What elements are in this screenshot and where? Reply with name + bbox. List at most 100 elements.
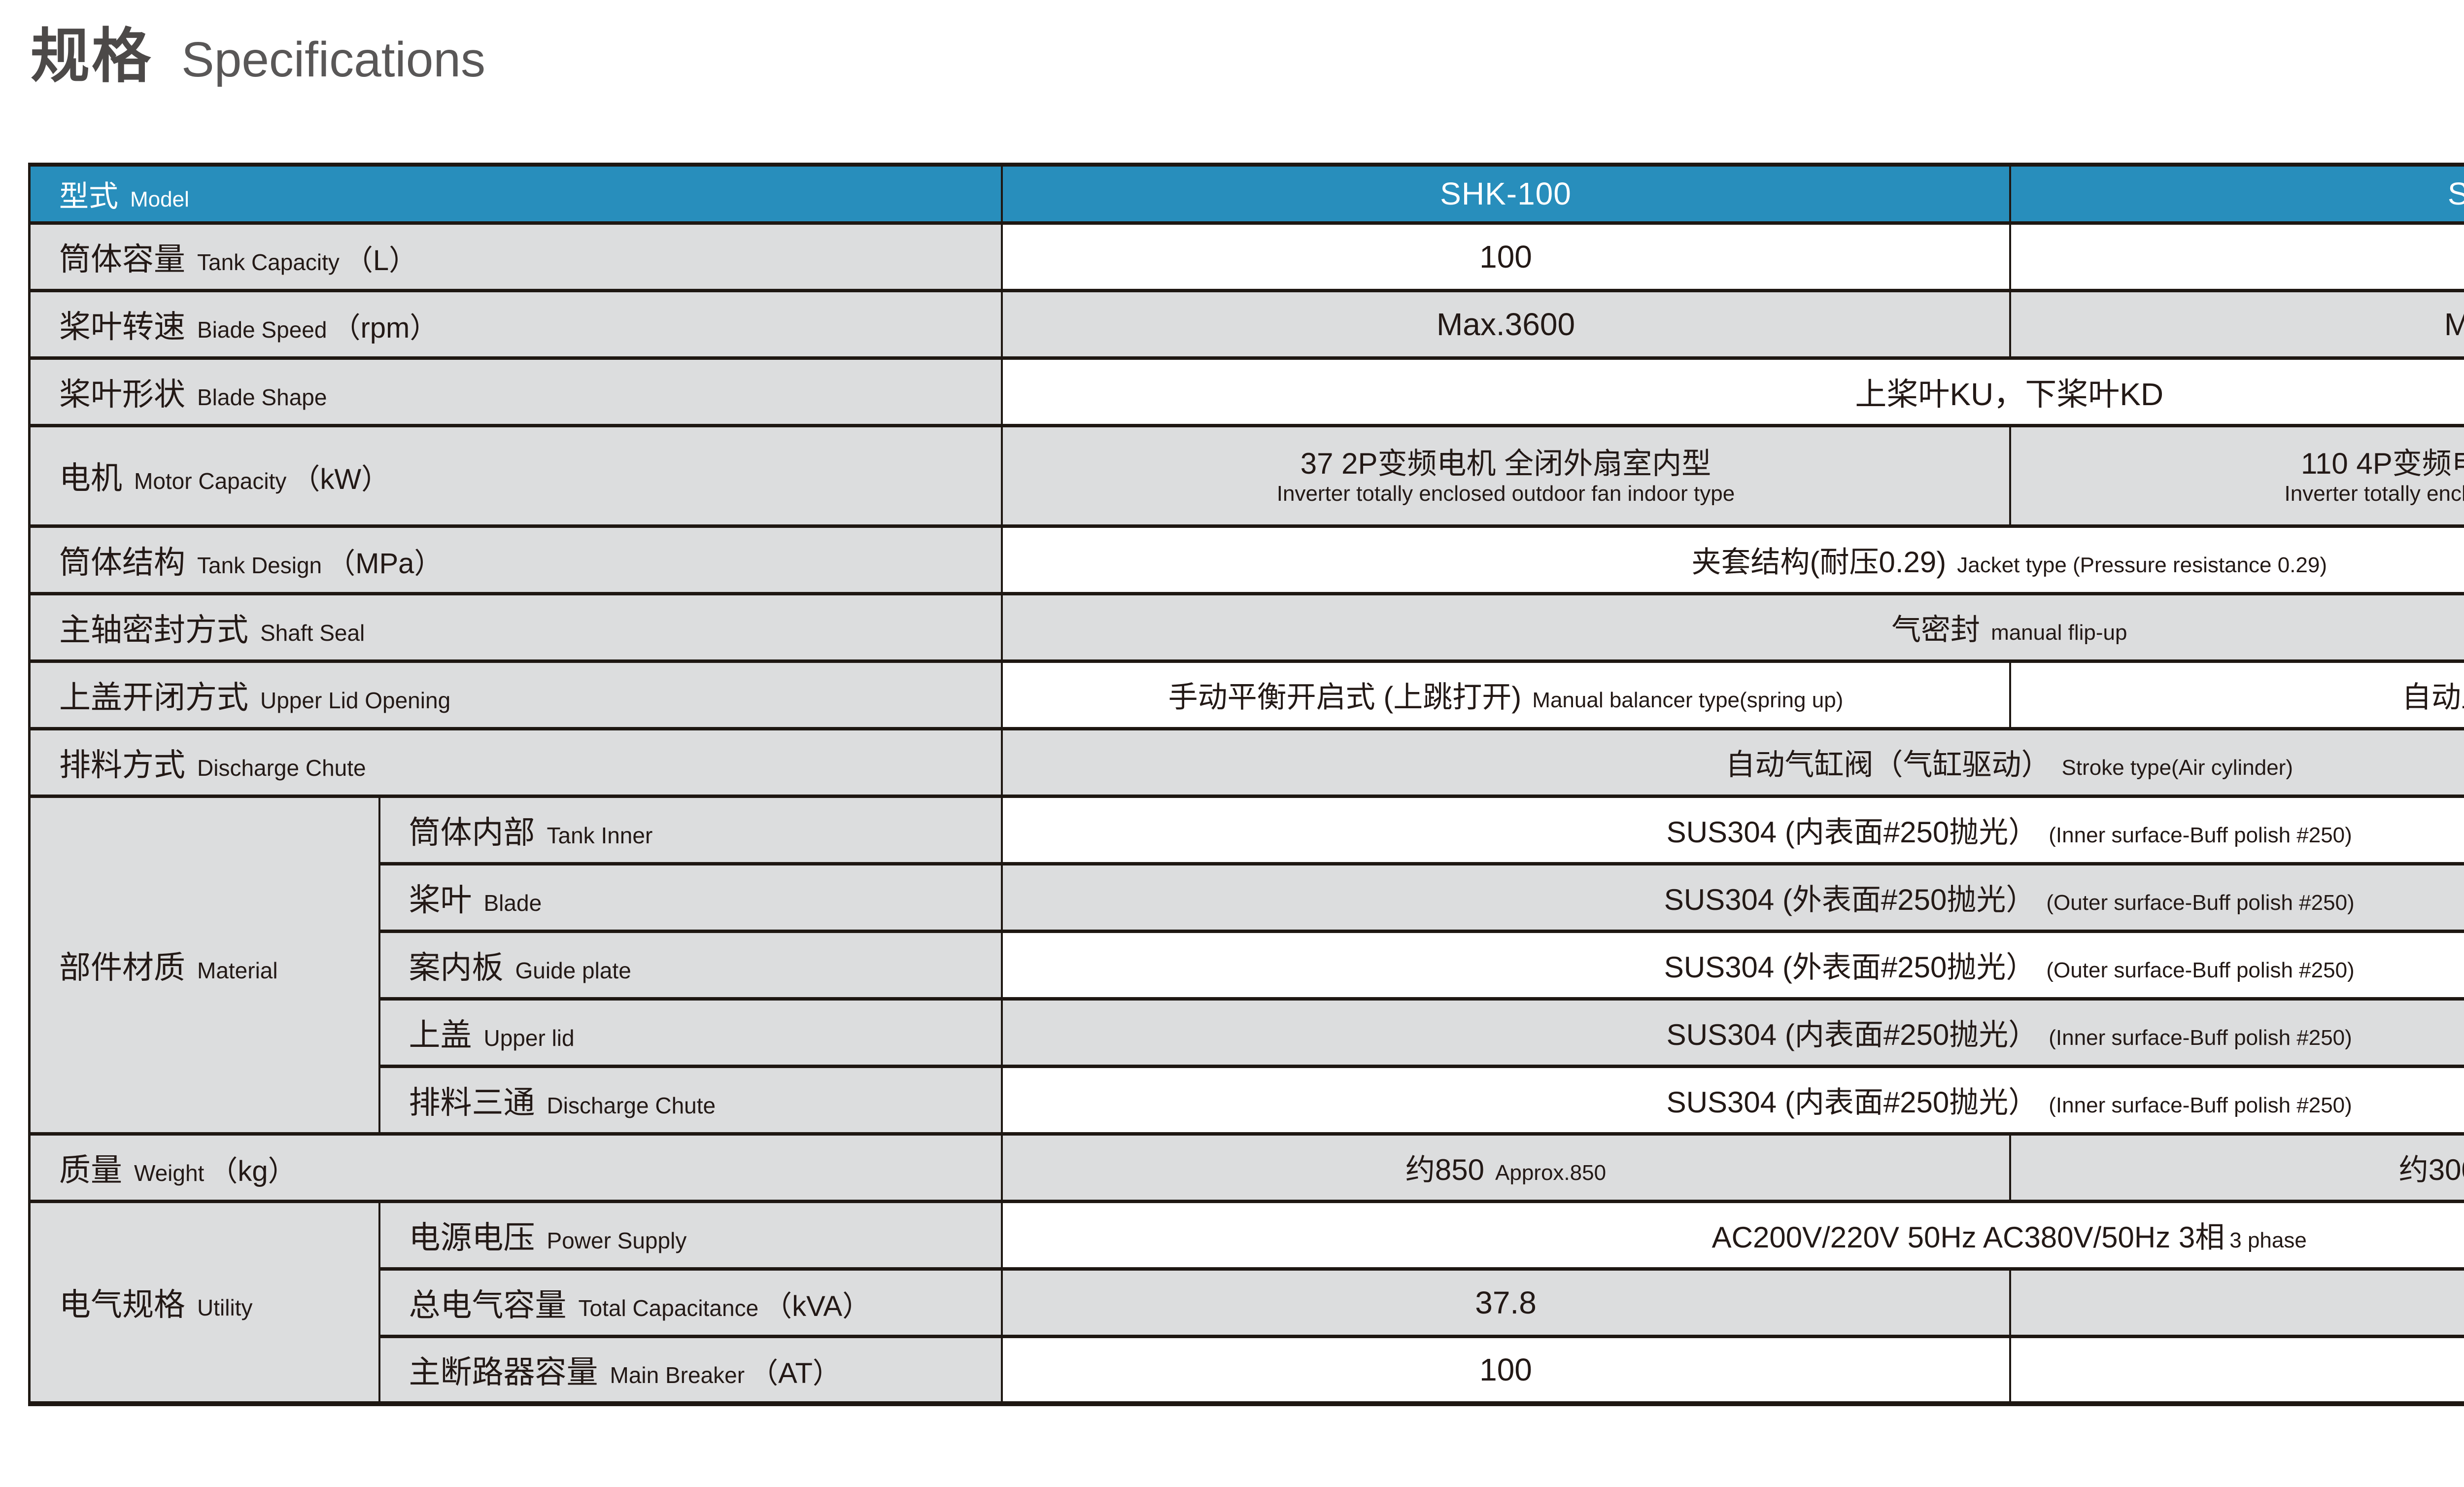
value-cn: 夹套结构(耐压0.29) xyxy=(1691,546,1947,579)
label-unit: （kg） xyxy=(209,1155,297,1187)
value-material-discharge-chute: SUS304 (内表面#250抛光） (Inner surface-Buff po… xyxy=(1000,1064,2464,1136)
row-power-supply: 电气规格 Utility 电源电压 Power Supply AC200V/220V… xyxy=(28,1199,2464,1406)
value-cn: 37 2P变频电机 全闭外扇室内型 xyxy=(1300,447,1711,481)
label-cn: 桨叶 xyxy=(409,882,472,918)
label-tank-capacity: 筒体容量 Tank Capacity （L） xyxy=(28,221,1003,292)
label-tank-inner: 筒体内部 Tank Inner xyxy=(378,794,1003,865)
label-cn: 上盖 xyxy=(409,1017,472,1053)
row-total-capacitance: 总电气容量 Total Capacitance（kVA） 37.8 111 xyxy=(30,1267,2464,1338)
page-title-cn: 规格 xyxy=(31,23,153,89)
label-weight: 质量 Weight （kg） xyxy=(28,1132,1003,1203)
label-en: Shaft Seal xyxy=(260,620,365,646)
value-cn: 约3000 xyxy=(2398,1153,2464,1186)
value-en: 3 phase xyxy=(2229,1228,2307,1252)
label-cn: 电源电压 xyxy=(409,1219,535,1255)
value-motor-shk300: 110 4P变频电机 全闭外扇室内型 Inverter totally encl… xyxy=(2009,423,2464,528)
label-en: Upper lid xyxy=(483,1025,575,1051)
group-en: Utility xyxy=(197,1294,253,1320)
row-material-tank-inner: 部件材质 Material 筒体内部 Tank Inner SUS304 (内表面#… xyxy=(28,794,2464,1136)
label-cn: 排料方式 xyxy=(59,747,185,783)
row-material-upper-lid: 上盖 Upper lid SUS304 (内表面#250抛光） (Inner sur… xyxy=(30,997,2464,1068)
row-upper-lid-opening: 上盖开闭方式 Upper Lid Opening 手动平衡开启式 (上跳打开) Ma… xyxy=(28,659,2464,730)
label-cn: 案内板 xyxy=(409,949,504,985)
value-material-blade: SUS304 (外表面#250抛光） (Outer surface-Buff po… xyxy=(1000,862,2464,933)
label-en: Main Breaker xyxy=(610,1362,745,1388)
value-en: Stroke type(Air cylinder) xyxy=(2061,756,2293,780)
label-en: Blade Shape xyxy=(197,384,327,410)
value-material-guide-plate: SUS304 (外表面#250抛光） (Outer surface-Buff po… xyxy=(1000,929,2464,1001)
label-unit: （kW） xyxy=(291,463,390,495)
specifications-table: 型式 Model SHK-100 SHK-300 筒体容量 Tank Capacit… xyxy=(28,163,2464,1406)
value-material-upper-lid: SUS304 (内表面#250抛光） (Inner surface-Buff po… xyxy=(1000,997,2464,1068)
value-en: (Outer surface-Buff polish #250) xyxy=(2046,891,2355,915)
value-weight-shk300: 约3000Approx.3000 xyxy=(2009,1132,2464,1203)
label-material-upper-lid: 上盖 Upper lid xyxy=(378,997,1003,1068)
value-blade-speed-shk300: Max.2400 xyxy=(2009,288,2464,360)
value-blade-shape: 上桨叶KU，下桨叶KD xyxy=(1000,356,2464,427)
value-tank-capacity-shk100: 100 xyxy=(1000,221,2011,292)
row-discharge-method: 排料方式 Discharge Chute 自动气缸阀（气缸驱动） Stroke ty… xyxy=(28,726,2464,798)
label-unit: （MPa） xyxy=(327,547,443,580)
value-cn: 自动气缸阀（气缸驱动） xyxy=(1725,748,2051,781)
value-shaft-seal: 气密封 manual flip-up xyxy=(1000,591,2464,663)
label-cn: 排料三通 xyxy=(409,1084,535,1120)
label-blade-speed: 桨叶转速 Biade Speed （rpm） xyxy=(28,288,1003,360)
page-title: 规格 Specifications xyxy=(31,8,485,94)
value-en: Jacket type (Pressure resistance 0.29) xyxy=(1957,553,2327,577)
value-upper-lid-shk300: 自动上掀Flip-up lid xyxy=(2009,659,2464,730)
value-motor-shk100: 37 2P变频电机 全闭外扇室内型 Inverter totally enclo… xyxy=(1000,423,2011,528)
row-material-blade: 桨叶 Blade SUS304 (外表面#250抛光） (Outer surface… xyxy=(30,862,2464,933)
label-cn: 筒体内部 xyxy=(409,814,535,850)
label-en: Tank Design xyxy=(197,552,322,578)
value-en: Inverter totally enclosed outdoor fan in… xyxy=(1276,482,1735,506)
value-total-capacitance-shk300: 111 xyxy=(2009,1267,2464,1338)
value-en: Inverter totally enclosed outdoor fan in… xyxy=(2284,482,2464,506)
label-en: Motor Capacity xyxy=(134,468,287,494)
value-cn: 自动上掀 xyxy=(2401,681,2464,714)
label-cn: 桨叶形状 xyxy=(59,376,185,412)
label-upper-lid-opening: 上盖开闭方式 Upper Lid Opening xyxy=(28,659,1003,730)
value-cn: 气密封 xyxy=(1891,613,1981,646)
label-shaft-seal: 主轴密封方式 Shaft Seal xyxy=(28,591,1003,663)
label-unit: （kVA） xyxy=(763,1290,871,1322)
label-cn: 电机 xyxy=(59,460,122,496)
value-cn: AC200V/220V 50Hz AC380V/50Hz 3相 xyxy=(1711,1221,2225,1254)
value-en: (Inner surface-Buff polish #250) xyxy=(2049,1026,2352,1050)
value-cn: SUS304 (内表面#250抛光） xyxy=(1666,816,2038,849)
value-total-capacitance-shk100: 37.8 xyxy=(1000,1267,2011,1338)
value-weight-shk100: 约850 Approx.850 xyxy=(1000,1132,2011,1203)
row-main-breaker: 主断路器容量 Main Breaker（AT） 100 250 xyxy=(30,1334,2464,1406)
label-en: Discharge Chute xyxy=(197,755,366,781)
header-shk300: SHK-300 xyxy=(2009,163,2464,225)
label-en: Biade Speed xyxy=(197,316,327,343)
header-model: 型式 Model xyxy=(28,163,1003,225)
value-cn: 手动平衡开启式 (上跳打开) xyxy=(1168,681,1522,714)
label-guide-plate: 案内板 Guide plate xyxy=(378,929,1003,1001)
value-cn: SUS304 (外表面#250抛光） xyxy=(1664,951,2036,984)
label-cn: 筒体结构 xyxy=(59,544,185,580)
value-main-breaker-shk300: 250 xyxy=(2009,1334,2464,1406)
label-cn: 筒体容量 xyxy=(59,241,185,277)
header-model-en: Model xyxy=(130,187,189,211)
label-en: Total Capacitance xyxy=(578,1295,759,1321)
value-blade-speed-shk100: Max.3600 xyxy=(1000,288,2011,360)
label-motor-capacity: 电机 Motor Capacity （kW） xyxy=(28,423,1003,528)
label-unit: （rpm） xyxy=(332,311,439,344)
header-shk100: SHK-100 xyxy=(1000,163,2011,225)
label-en: Blade xyxy=(483,890,542,916)
label-blade-shape: 桨叶形状 Blade Shape xyxy=(28,356,1003,427)
value-cn: SUS304 (内表面#250抛光） xyxy=(1666,1086,2038,1119)
row-blade-speed: 桨叶转速 Biade Speed（rpm） Max.3600 Max.2400 xyxy=(28,288,2464,360)
value-en: Manual balancer type(spring up) xyxy=(1532,688,1844,712)
label-en: Guide plate xyxy=(515,957,631,983)
value-main-breaker-shk100: 100 xyxy=(1000,1334,2011,1406)
row-material-guide-plate: 案内板 Guide plate SUS304 (外表面#250抛光） (Outer … xyxy=(30,929,2464,1001)
value-power-supply: AC200V/220V 50Hz AC380V/50Hz 3相 3 phase xyxy=(1000,1199,2464,1271)
row-shaft-seal: 主轴密封方式 Shaft Seal 气密封 manual flip-up xyxy=(28,591,2464,663)
table-header-row: 型式 Model SHK-100 SHK-300 xyxy=(28,163,2464,225)
label-cn: 上盖开闭方式 xyxy=(59,679,248,715)
value-tank-design: 夹套结构(耐压0.29) Jacket type (Pressure resist… xyxy=(1000,524,2464,595)
value-en: (Outer surface-Buff polish #250) xyxy=(2046,958,2355,982)
value-material-tank-inner: SUS304 (内表面#250抛光） (Inner surface-Buff po… xyxy=(1000,794,2464,865)
label-cn: 质量 xyxy=(59,1152,122,1188)
